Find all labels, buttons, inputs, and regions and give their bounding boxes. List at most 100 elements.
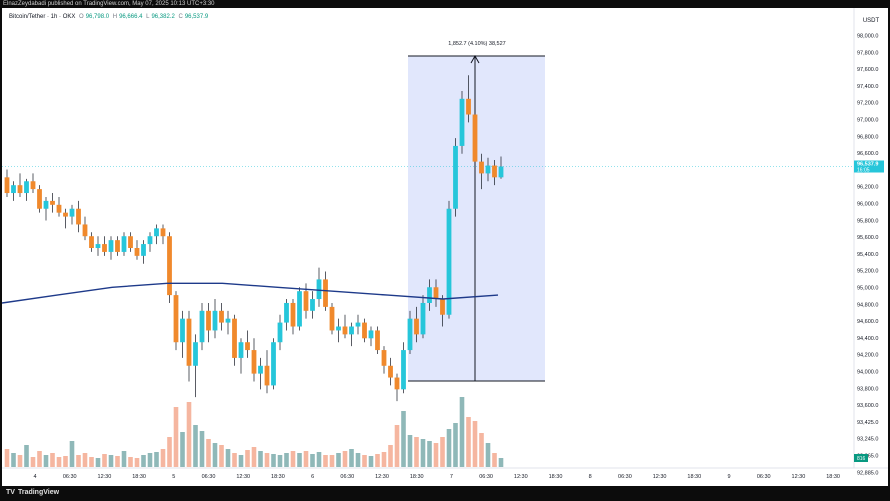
price-axis-label: 95,400.0 — [857, 252, 878, 258]
candle-body[interactable] — [95, 244, 101, 248]
candle-body[interactable] — [290, 302, 296, 327]
candle-body[interactable] — [485, 165, 491, 174]
price-axis[interactable] — [854, 8, 888, 486]
candle-body[interactable] — [160, 228, 166, 237]
candle-body[interactable] — [479, 161, 484, 174]
volume-bar — [121, 451, 127, 467]
candle-body[interactable] — [43, 200, 49, 209]
candle-body[interactable] — [375, 330, 380, 351]
candle-body[interactable] — [388, 365, 393, 378]
volume-bar — [498, 458, 504, 467]
candle-body[interactable] — [173, 295, 179, 343]
candle-body[interactable] — [362, 322, 367, 339]
candle-body[interactable] — [238, 342, 244, 358]
candle-body[interactable] — [414, 318, 419, 335]
candle-body[interactable] — [102, 244, 107, 252]
candle-body[interactable] — [433, 287, 439, 300]
candle-body[interactable] — [4, 177, 10, 194]
candle-body[interactable] — [297, 291, 302, 327]
candle-body[interactable] — [453, 145, 458, 209]
volume-bar — [492, 453, 497, 467]
candle-body[interactable] — [459, 98, 465, 146]
candle-body[interactable] — [446, 208, 452, 315]
candle-body[interactable] — [154, 228, 159, 237]
candle-body[interactable] — [349, 326, 354, 335]
price-chart-svg[interactable]: USDT 98,000.0 97,800.0 97,600.0 97,400.0 97,2… — [2, 8, 888, 486]
candle-body[interactable] — [277, 322, 283, 343]
candle-body[interactable] — [381, 350, 387, 366]
candle-body[interactable] — [115, 240, 120, 252]
volume-bar — [420, 439, 426, 467]
candle-body[interactable] — [427, 287, 432, 303]
candle-body[interactable] — [11, 185, 16, 194]
candle-body[interactable] — [303, 291, 309, 311]
candle-body[interactable] — [82, 224, 88, 237]
candle-body[interactable] — [219, 310, 224, 323]
tradingview-brand[interactable]: TV TradingView — [6, 489, 59, 496]
candle-body[interactable] — [271, 342, 276, 386]
candle-body[interactable] — [134, 248, 140, 256]
price-axis-label: 96,600.0 — [857, 151, 878, 157]
candle-body[interactable] — [121, 236, 127, 252]
candle-body[interactable] — [264, 365, 270, 386]
candle-body[interactable] — [284, 302, 289, 323]
volume-bar — [479, 433, 484, 467]
price-axis-label: 92,885.0 — [857, 470, 878, 476]
candle-body[interactable] — [141, 244, 146, 256]
candle-body[interactable] — [323, 279, 328, 307]
candle-body[interactable] — [258, 365, 263, 374]
candle-body[interactable] — [17, 185, 23, 194]
candle-body[interactable] — [37, 189, 42, 209]
candle-body[interactable] — [316, 279, 322, 300]
candle-body[interactable] — [232, 318, 237, 358]
measure-range-box[interactable] — [408, 56, 545, 381]
price-axis-label: 96,200.0 — [857, 185, 878, 191]
chart-panel[interactable]: USDT 98,000.0 97,800.0 97,600.0 97,400.0 97,2… — [2, 8, 888, 486]
candle-body[interactable] — [186, 318, 192, 366]
candle-body[interactable] — [342, 326, 348, 335]
candle-body[interactable] — [167, 236, 172, 296]
candle-body[interactable] — [50, 200, 55, 205]
candle-body[interactable] — [30, 181, 36, 190]
current-price-value: 96,537.9 — [857, 161, 878, 167]
volume-bar — [167, 437, 172, 467]
candle-body[interactable] — [147, 236, 153, 245]
candle-body[interactable] — [128, 236, 133, 248]
candle-body[interactable] — [336, 326, 341, 331]
candle-body[interactable] — [212, 310, 218, 331]
symbol-name[interactable]: Bitcoin/Tether · 1h · OKX — [9, 14, 76, 20]
volume-bar — [89, 457, 94, 467]
candle-body[interactable] — [407, 318, 413, 351]
candle-body[interactable] — [440, 299, 445, 315]
candle-body[interactable] — [89, 236, 94, 248]
candle-body[interactable] — [206, 310, 211, 331]
candle-body[interactable] — [180, 318, 185, 343]
current-price-tag[interactable] — [854, 160, 884, 173]
candle-body[interactable] — [310, 299, 315, 311]
price-axis-label: 96,000.0 — [857, 202, 878, 208]
candle-body[interactable] — [63, 212, 68, 217]
time-axis-label: 9 — [727, 474, 730, 480]
candle-body[interactable] — [225, 318, 231, 323]
candle-body[interactable] — [401, 350, 406, 390]
candle-body[interactable] — [56, 204, 62, 213]
candle-body[interactable] — [251, 350, 257, 374]
candle-body[interactable] — [199, 310, 205, 343]
candle-body[interactable] — [193, 342, 198, 366]
candle-body[interactable] — [492, 165, 497, 178]
candle-body[interactable] — [355, 322, 361, 327]
candle-body[interactable] — [76, 208, 81, 225]
candle-body[interactable] — [368, 330, 374, 339]
high-label: H — [112, 14, 118, 20]
candle-body[interactable] — [472, 114, 478, 162]
candle-body[interactable] — [329, 306, 335, 331]
candle-body[interactable] — [498, 166, 504, 178]
candle-body[interactable] — [24, 181, 29, 194]
candle-body[interactable] — [108, 240, 114, 252]
candle-body[interactable] — [466, 98, 471, 115]
candle-body[interactable] — [394, 377, 400, 390]
candle-body[interactable] — [245, 342, 250, 351]
candle-body[interactable] — [420, 302, 426, 335]
candle-body[interactable] — [69, 208, 75, 217]
